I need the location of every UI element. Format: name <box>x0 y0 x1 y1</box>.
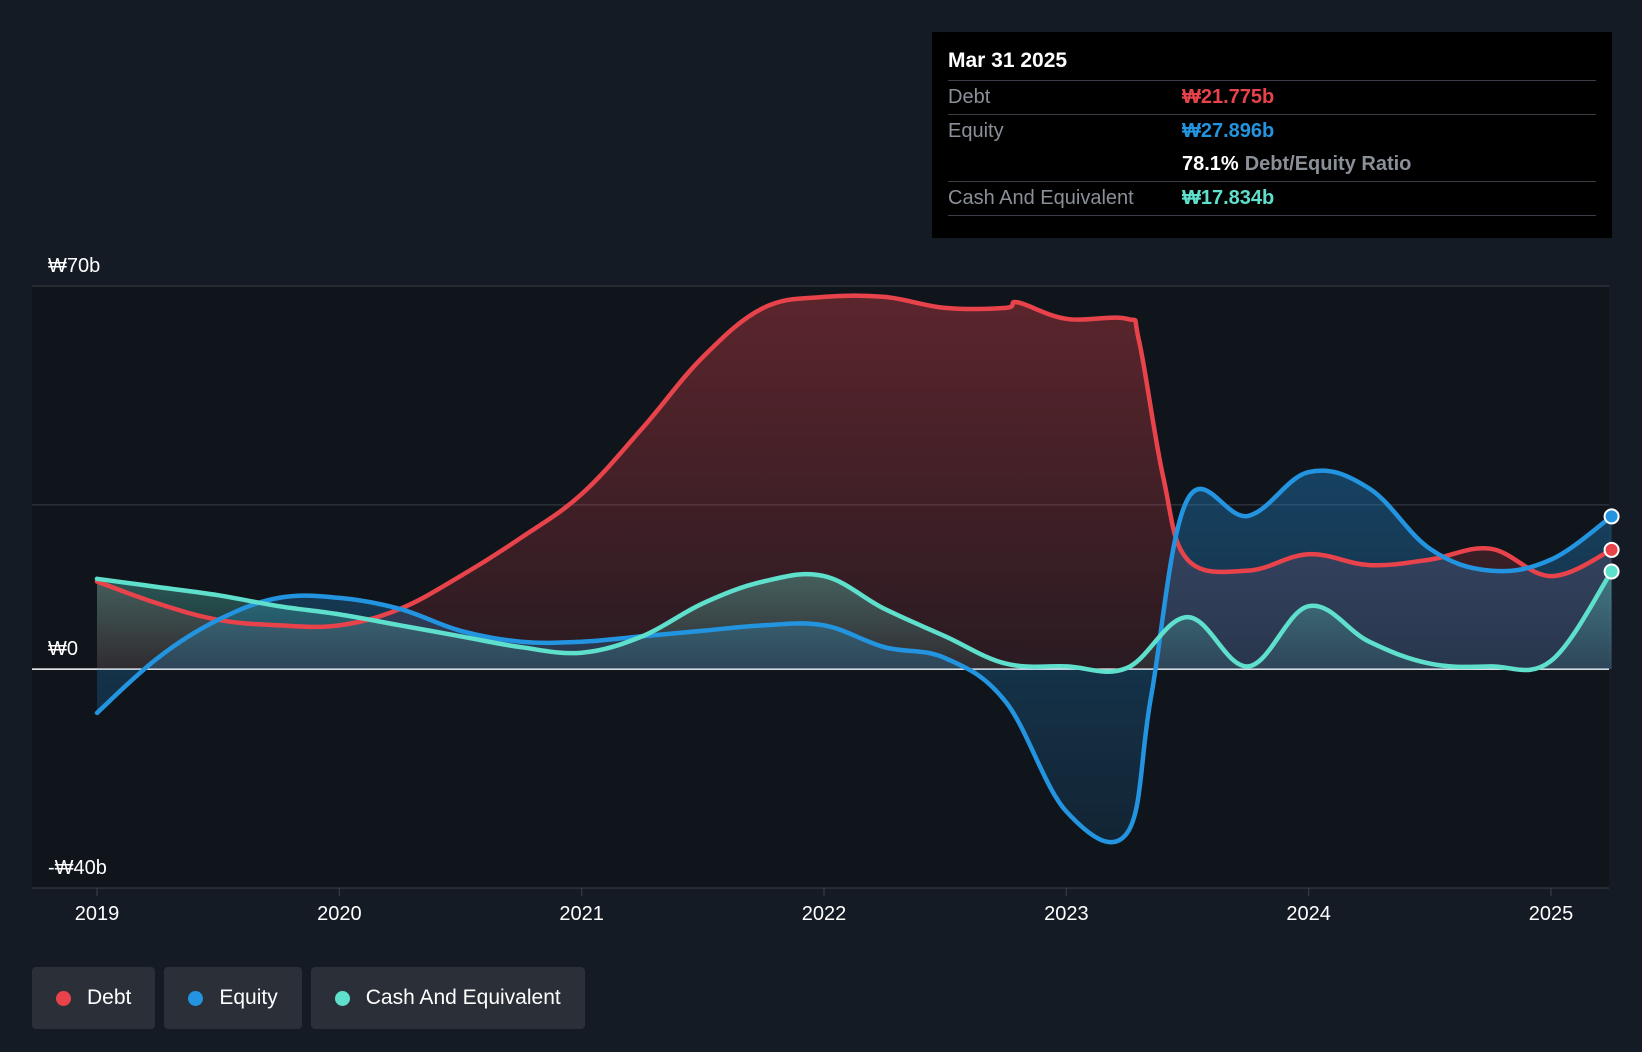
x-tick-label: 2020 <box>317 903 362 925</box>
x-tick-label: 2021 <box>559 903 604 925</box>
x-tick-label: 2024 <box>1286 903 1331 925</box>
equity-end-marker <box>1603 508 1620 525</box>
x-tick-label: 2023 <box>1044 903 1089 925</box>
debt-end-marker <box>1603 541 1620 558</box>
tooltip-debt-label: Debt <box>948 86 991 108</box>
tooltip-date: Mar 31 2025 <box>948 49 1068 72</box>
legend-label-cash: Cash And Equivalent <box>365 986 561 1009</box>
tooltip-cash-label: Cash And Equivalent <box>948 187 1134 209</box>
tooltip-panel: Mar 31 2025 Debt ₩21.775b Equity ₩27.896… <box>932 32 1612 238</box>
equity-line <box>94 468 1614 845</box>
tooltip-ratio-label: Debt/Equity Ratio <box>1244 153 1412 175</box>
x-tick-label: 2019 <box>75 903 120 925</box>
x-tick-label: 2022 <box>802 903 847 925</box>
cash-dot-icon <box>334 990 350 1006</box>
y-tick-label: ₩70b <box>48 255 100 277</box>
area-layer <box>97 295 1612 843</box>
legend-item-equity[interactable]: Equity <box>164 967 302 1029</box>
tooltip-equity-value: ₩27.896b <box>1182 120 1275 142</box>
cash-line <box>94 569 1614 674</box>
tooltip-ratio-value: 78.1% <box>1182 153 1239 175</box>
equity-dot-icon <box>188 990 204 1006</box>
y-tick-label: -₩40b <box>48 857 107 879</box>
line-layer <box>94 293 1614 845</box>
tooltip-equity-row: Equity ₩27.896b <box>948 114 1596 148</box>
tooltip-debt-row: Debt ₩21.775b <box>948 80 1596 114</box>
tooltip-cash-value: ₩17.834b <box>1182 187 1275 209</box>
y-tick-label: ₩0 <box>48 638 78 660</box>
marker-layer <box>1603 508 1620 580</box>
legend-item-debt[interactable]: Debt <box>32 967 156 1029</box>
x-axis-labels: 2019 2020 2021 2022 2023 2024 2025 <box>75 888 1574 925</box>
cash-end-marker <box>1603 563 1620 580</box>
tooltip-equity-label: Equity <box>948 120 1004 142</box>
debt-dot-icon <box>56 990 71 1006</box>
legend-item-cash[interactable]: Cash And Equivalent <box>310 967 585 1029</box>
legend: Debt Equity Cash And Equivalent <box>32 967 585 1029</box>
tooltip-ratio-row: 78.1% Debt/Equity Ratio <box>948 148 1596 181</box>
legend-label-debt: Debt <box>87 986 132 1009</box>
y-axis-labels: ₩70b ₩0 -₩40b <box>48 255 107 879</box>
cash-area <box>97 571 1612 672</box>
x-tick-label: 2025 <box>1529 903 1574 925</box>
legend-label-equity: Equity <box>219 986 278 1009</box>
tooltip-cash-row: Cash And Equivalent ₩17.834b <box>948 181 1596 216</box>
tooltip-debt-value: ₩21.775b <box>1182 86 1275 108</box>
